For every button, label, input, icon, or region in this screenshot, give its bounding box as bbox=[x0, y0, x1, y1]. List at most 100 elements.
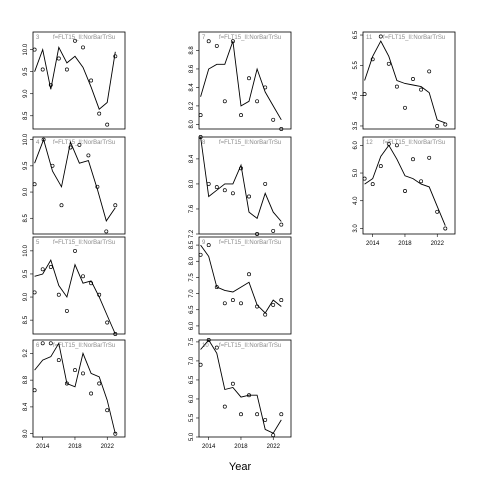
y-tick-label: 8.4 bbox=[189, 154, 195, 163]
y-tick-label: 9.2 bbox=[23, 349, 29, 358]
data-point bbox=[403, 105, 407, 110]
data-point bbox=[247, 76, 251, 81]
y-tick-label: 8.0 bbox=[189, 256, 195, 265]
x-tick-label: 2018 bbox=[68, 444, 82, 450]
data-point bbox=[206, 39, 211, 44]
data-point bbox=[247, 272, 251, 277]
data-point bbox=[378, 34, 383, 39]
data-point bbox=[198, 113, 203, 118]
strip-group: 11 f=FLT15_II:NorBarTrSu bbox=[366, 35, 445, 41]
data-point bbox=[394, 84, 399, 89]
x-tick-label: 2022 bbox=[431, 241, 445, 247]
data-point bbox=[263, 417, 268, 422]
data-point bbox=[230, 298, 235, 303]
x-tick-label: 2022 bbox=[267, 444, 281, 450]
data-point bbox=[419, 179, 424, 184]
y-tick-label: 3.0 bbox=[353, 224, 359, 233]
panel-10: 5.0 5.5 6.0 6.5 7.0 7.5 10 f=FLT15_II:NorBarTrS… bbox=[189, 337, 292, 441]
data-point bbox=[198, 135, 203, 139]
y-tick-label: 7.2 bbox=[189, 229, 195, 238]
y-tick-label: 10.0 bbox=[23, 43, 29, 55]
data-point bbox=[56, 292, 61, 297]
data-point bbox=[95, 184, 100, 189]
data-point bbox=[64, 67, 69, 72]
data-point bbox=[77, 142, 82, 147]
y-axis-ticks: 8.5 9.0 9.5 10.0 bbox=[23, 133, 33, 222]
y-tick-label: 8.8 bbox=[189, 46, 195, 55]
data-point bbox=[230, 191, 235, 196]
y-tick-label: 7.0 bbox=[189, 289, 195, 298]
x-tick-label: 2018 bbox=[234, 444, 248, 450]
data-point bbox=[64, 308, 69, 313]
y-axis-ticks: 3.5 4.5 5.5 6.5 bbox=[353, 30, 363, 130]
y-tick-label: 8.5 bbox=[189, 240, 195, 249]
data-point bbox=[263, 181, 268, 186]
data-point bbox=[198, 362, 203, 367]
trend-line bbox=[364, 40, 446, 124]
panel-frame bbox=[362, 136, 456, 235]
data-point bbox=[97, 381, 102, 386]
panel-strip-label: f=FLT15_II:NorBarTrSu bbox=[383, 140, 445, 146]
panel-strip-label: f=FLT15_II:NorBarTrSu bbox=[53, 35, 115, 41]
data-point bbox=[105, 122, 110, 127]
data-point bbox=[230, 39, 235, 44]
data-point bbox=[362, 176, 367, 181]
panel-frame bbox=[198, 236, 292, 335]
x-tick-label: 2014 bbox=[202, 444, 216, 450]
y-tick-label: 8.4 bbox=[23, 402, 29, 411]
data-point bbox=[40, 341, 45, 346]
panel-strip-label: f=FLT15_II:NorBarTrSu bbox=[219, 343, 281, 349]
data-point bbox=[214, 285, 219, 290]
x-axis-label: Year bbox=[229, 461, 252, 473]
strip-group: 9 f=FLT15_II:NorBarTrSu bbox=[202, 240, 281, 246]
y-tick-label: 9.0 bbox=[23, 89, 29, 98]
y-tick-label: 8.4 bbox=[189, 83, 195, 92]
strip-group: 6 f=FLT15_II:NorBarTrSu bbox=[36, 343, 115, 349]
data-point bbox=[105, 408, 110, 413]
panel-4: 8.5 9.0 9.5 10.0 4 f=FLT15_II:NorBarTrSu bbox=[23, 133, 126, 235]
panel-strip-label: f=FLT15_II:NorBarTrSu bbox=[53, 343, 115, 349]
data-point bbox=[435, 209, 440, 214]
data-point bbox=[427, 155, 432, 160]
y-tick-label: 6.0 bbox=[189, 321, 195, 330]
panel-strip-label: f=FLT15_II:NorBarTrSu bbox=[53, 140, 115, 146]
panel-id-label: 10 bbox=[202, 343, 209, 349]
data-point bbox=[263, 85, 268, 90]
y-tick-label: 8.0 bbox=[23, 429, 29, 438]
data-point bbox=[113, 203, 118, 208]
data-point bbox=[89, 391, 94, 396]
data-point bbox=[89, 78, 94, 83]
y-axis-ticks: 3.0 4.0 5.0 6.0 bbox=[353, 140, 363, 233]
y-tick-label: 8.0 bbox=[189, 179, 195, 188]
panel-frame bbox=[32, 236, 126, 335]
data-point bbox=[73, 248, 77, 253]
panel-id-label: 7 bbox=[202, 35, 206, 41]
x-tick-label: 2014 bbox=[36, 444, 50, 450]
panel-strip-label: f=FLT15_II:NorBarTrSu bbox=[219, 35, 281, 41]
panel-frame bbox=[32, 339, 126, 438]
data-point bbox=[214, 43, 219, 48]
y-tick-label: 6.5 bbox=[353, 30, 359, 39]
data-point bbox=[222, 301, 227, 306]
data-point bbox=[198, 252, 203, 257]
data-point bbox=[50, 163, 55, 168]
y-tick-label: 7.5 bbox=[189, 273, 195, 282]
data-point bbox=[435, 124, 440, 128]
data-point bbox=[222, 99, 227, 104]
x-tick-label: 2014 bbox=[366, 241, 380, 247]
panel-frame bbox=[32, 31, 126, 130]
y-tick-label: 6.5 bbox=[189, 305, 195, 314]
data-point bbox=[40, 267, 45, 272]
data-point bbox=[32, 47, 37, 52]
panel-id-label: 11 bbox=[366, 35, 373, 41]
data-point bbox=[48, 82, 53, 87]
panel-id-label: 4 bbox=[36, 140, 40, 146]
data-point bbox=[222, 404, 227, 409]
data-point bbox=[255, 412, 260, 417]
data-point bbox=[239, 166, 243, 171]
data-point bbox=[64, 381, 69, 386]
data-point bbox=[247, 393, 251, 398]
x-axis-3: 2014 2018 2022 bbox=[366, 234, 445, 247]
data-point bbox=[279, 222, 284, 227]
